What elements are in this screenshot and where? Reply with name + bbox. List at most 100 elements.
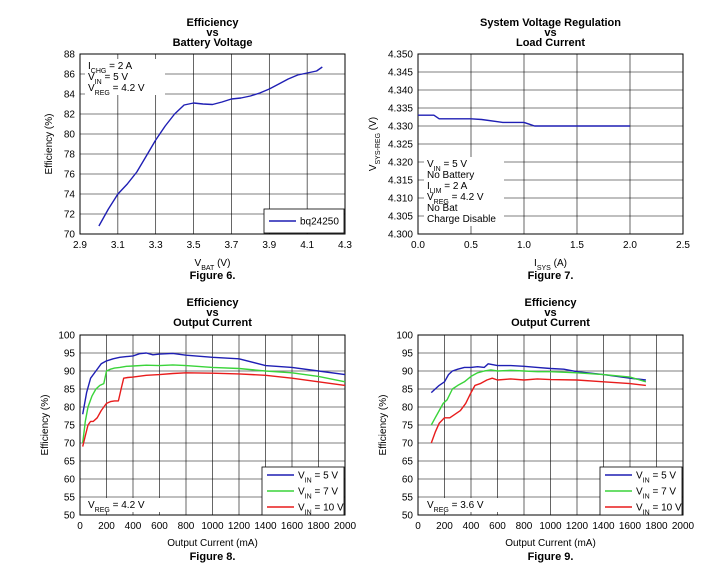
y-axis-label: VSYS-REG (V) bbox=[368, 117, 382, 171]
y-tick-label: 80 bbox=[402, 403, 414, 414]
legend-entry: VIN = 7 V bbox=[298, 487, 338, 501]
annotation-line-part: CHG bbox=[91, 68, 107, 75]
y-tick-label: 80 bbox=[64, 130, 76, 141]
y-tick-label: 88 bbox=[64, 50, 76, 61]
y-axis-label-part: Efficiency (%) bbox=[40, 395, 51, 456]
figure-caption: Figure 6. bbox=[190, 270, 236, 282]
x-axis-label-part: V bbox=[195, 258, 202, 269]
y-tick-label: 85 bbox=[402, 385, 414, 396]
series-line-1 bbox=[98, 66, 323, 227]
x-axis-label: ISYS (A) bbox=[534, 258, 567, 272]
x-tick-label: 1400 bbox=[592, 521, 615, 532]
y-tick-label: 78 bbox=[64, 150, 76, 161]
legend-entry-part: bq24250 bbox=[300, 217, 339, 228]
annotation-line-part: = 4.2 V bbox=[110, 500, 145, 511]
annotation-line-part: = 5 V bbox=[102, 72, 129, 83]
annotation-line-part: I bbox=[427, 181, 430, 192]
figure-caption: Figure 9. bbox=[528, 551, 574, 563]
y-tick-label: 60 bbox=[402, 475, 414, 486]
y-tick-label: 4.340 bbox=[388, 86, 413, 97]
series-line-1 bbox=[418, 114, 630, 127]
annotation-line-part: V bbox=[427, 159, 434, 170]
annotation-background bbox=[85, 59, 165, 95]
x-tick-label: 2.5 bbox=[676, 240, 690, 251]
x-tick-label: 1800 bbox=[307, 521, 330, 532]
x-tick-label: 800 bbox=[178, 521, 195, 532]
y-axis-label: Efficiency (%) bbox=[378, 395, 389, 456]
legend-entry-part: V bbox=[298, 487, 305, 498]
x-axis-label-part: BAT bbox=[201, 265, 215, 272]
annotation-line-part: REG bbox=[95, 90, 110, 97]
legend-entry: VIN = 10 V bbox=[636, 503, 682, 517]
x-axis-label: Output Current (mA) bbox=[505, 538, 596, 549]
y-tick-label: 100 bbox=[396, 331, 413, 342]
y-tick-label: 82 bbox=[64, 110, 76, 121]
legend-entry-part: = 7 V bbox=[312, 487, 339, 498]
x-tick-label: 1400 bbox=[254, 521, 277, 532]
y-tick-label: 72 bbox=[64, 210, 76, 221]
annotation-line-part: REG bbox=[434, 507, 449, 514]
y-tick-label: 4.315 bbox=[388, 176, 413, 187]
annotation-background bbox=[85, 498, 165, 512]
y-tick-label: 4.320 bbox=[388, 158, 413, 169]
series-line-3 bbox=[82, 372, 346, 447]
legend-entry: VIN = 5 V bbox=[298, 471, 338, 485]
annotation-line: VIN = 5 V bbox=[427, 159, 467, 173]
series-line-1 bbox=[82, 352, 346, 415]
y-tick-label: 76 bbox=[64, 170, 76, 181]
x-tick-label: 1200 bbox=[566, 521, 589, 532]
annotation-line-part: IN bbox=[95, 79, 102, 86]
annotation-line-part: V bbox=[88, 500, 95, 511]
chart-title-line: Load Current bbox=[516, 37, 585, 49]
x-axis-label-part: (V) bbox=[214, 258, 230, 269]
y-tick-label: 85 bbox=[64, 385, 76, 396]
annotation-line: VREG = 4.2 V bbox=[88, 500, 145, 514]
x-tick-label: 1600 bbox=[281, 521, 304, 532]
y-tick-label: 50 bbox=[64, 511, 76, 522]
figure-caption: Figure 8. bbox=[190, 551, 236, 563]
annotation-line-part: = 4.2 V bbox=[449, 192, 484, 203]
y-tick-label: 4.305 bbox=[388, 212, 413, 223]
legend-entry-part: V bbox=[636, 503, 643, 514]
annotation-line: Charge Disable bbox=[427, 214, 496, 225]
annotation-line-part: No Bat bbox=[427, 203, 458, 214]
y-tick-label: 60 bbox=[64, 475, 76, 486]
y-tick-label: 75 bbox=[402, 421, 414, 432]
x-tick-label: 2.9 bbox=[73, 240, 87, 251]
annotation-line-part: REG bbox=[434, 199, 449, 206]
series-line-2 bbox=[430, 369, 647, 426]
y-tick-label: 75 bbox=[64, 421, 76, 432]
y-tick-label: 65 bbox=[64, 457, 76, 468]
series-line-2 bbox=[82, 364, 346, 444]
x-tick-label: 4.3 bbox=[338, 240, 352, 251]
y-tick-label: 70 bbox=[64, 230, 76, 241]
y-tick-label: 4.330 bbox=[388, 122, 413, 133]
y-tick-label: 95 bbox=[64, 349, 76, 360]
x-tick-label: 1200 bbox=[228, 521, 251, 532]
chart-title-line: vs bbox=[544, 307, 556, 319]
x-axis-label: VBAT (V) bbox=[195, 258, 231, 272]
plot-frame bbox=[417, 53, 684, 235]
annotation-background bbox=[424, 498, 504, 512]
annotation-line: VREG = 4.2 V bbox=[427, 192, 484, 206]
x-tick-label: 2.0 bbox=[623, 240, 637, 251]
annotation-line-part: IN bbox=[434, 166, 441, 173]
legend-entry: VIN = 5 V bbox=[636, 471, 676, 485]
annotation-line-part: = 2 A bbox=[441, 181, 467, 192]
x-tick-label: 1600 bbox=[619, 521, 642, 532]
y-tick-label: 86 bbox=[64, 70, 76, 81]
annotation-line-part: V bbox=[88, 72, 95, 83]
chart-title-line: vs bbox=[206, 307, 218, 319]
y-tick-label: 50 bbox=[402, 511, 414, 522]
y-tick-label: 70 bbox=[64, 439, 76, 450]
y-axis-label: Efficiency (%) bbox=[40, 395, 51, 456]
y-tick-label: 70 bbox=[402, 439, 414, 450]
legend-entry-part: = 5 V bbox=[312, 471, 339, 482]
y-tick-label: 95 bbox=[402, 349, 414, 360]
x-axis-label-part: I bbox=[534, 258, 537, 269]
x-tick-label: 1800 bbox=[645, 521, 668, 532]
